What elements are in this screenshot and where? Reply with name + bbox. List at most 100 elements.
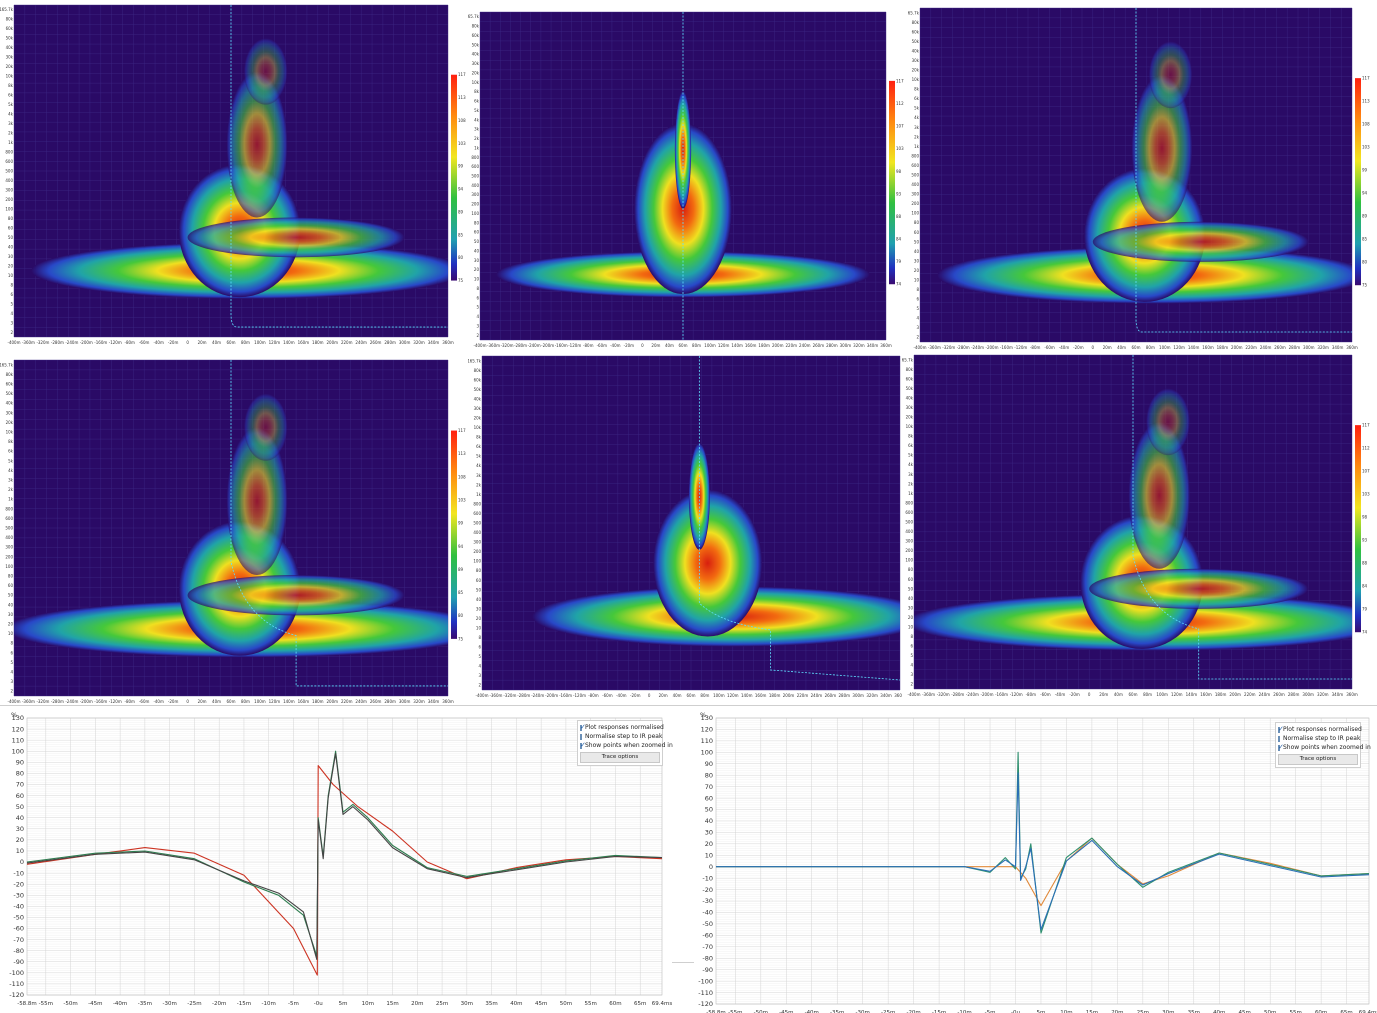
freq-tick-label: 8	[910, 634, 913, 639]
freq-tick-label: 6	[916, 297, 919, 302]
time-trace	[1132, 355, 1352, 680]
time-tick-label: 200m	[327, 699, 339, 704]
freq-tick-label: 50	[476, 587, 482, 592]
y-tick-label: 110	[12, 736, 24, 744]
y-tick-label: -80	[13, 947, 24, 955]
y-tick-label: -110	[698, 989, 713, 997]
freq-tick-label: 4k	[476, 463, 482, 468]
freq-tick-label: 60k	[912, 29, 920, 34]
y-tick-label: -20	[13, 880, 24, 888]
freq-tick-label: 2	[10, 330, 13, 335]
freq-tick-label: 30k	[6, 410, 14, 415]
freq-tick-label: 30k	[474, 406, 482, 411]
show-points-option[interactable]: Show points when zoomed in	[1278, 743, 1371, 752]
time-tick-label: 200m	[1229, 692, 1241, 697]
colorbar-tick-label: 117	[458, 428, 466, 433]
colorbar-tick-label: 112	[1362, 446, 1370, 451]
show-points-option[interactable]: Show points when zoomed in	[580, 741, 673, 750]
freq-tick-label: 600	[473, 511, 481, 516]
grid	[716, 717, 1369, 1005]
colorbar-tick-label: 99	[458, 521, 464, 526]
colorbar-tick-label: 94	[458, 544, 464, 549]
checkbox-checked-icon[interactable]	[1278, 743, 1284, 751]
time-tick-label: -200m	[986, 345, 999, 350]
freq-tick-label: 6k	[914, 96, 920, 101]
step-chart: %1301201101009080706050403020100-10-20-3…	[698, 711, 1377, 1013]
time-tick-label: 300m	[399, 340, 411, 345]
checkbox-unchecked-icon[interactable]	[1278, 735, 1280, 742]
freq-tick-label: 400	[5, 535, 13, 540]
time-tick-label: 40m	[1117, 345, 1126, 350]
freq-tick-label: 80	[8, 216, 14, 221]
y-tick-label: -30	[13, 891, 24, 899]
time-trace	[230, 360, 448, 687]
time-tick-label: -120m	[109, 699, 122, 704]
time-tick-label: -160m	[995, 692, 1008, 697]
y-tick-label: 90	[16, 759, 24, 767]
x-tick-label: -58.8m	[706, 1010, 726, 1013]
y-tick-label: 110	[701, 737, 713, 745]
time-tick-label: 100m	[1159, 345, 1171, 350]
freq-tick-label: 80k	[6, 372, 14, 377]
plot-normalised-option[interactable]: Plot responses normalised	[580, 723, 664, 732]
impulse-chart: %1301201101009080706050403020100-10-20-3…	[9, 711, 672, 1007]
x-tick-label: 55m	[584, 1001, 596, 1007]
freq-tick-label: 30	[8, 612, 14, 617]
freq-tick-label: 300	[5, 545, 13, 550]
x-tick-label: -20m	[212, 1001, 226, 1007]
freq-tick-label: 20k	[472, 70, 480, 75]
freq-tick-label: 600	[471, 164, 479, 169]
x-tick-label: 10m	[1060, 1010, 1072, 1013]
checkbox-unchecked-icon[interactable]	[580, 733, 582, 740]
freq-tick-label: 1k	[474, 145, 480, 150]
freq-tick-label: 2	[910, 682, 913, 687]
freq-tick-label: 60	[8, 583, 14, 588]
x-tick-label: 65m	[634, 1001, 646, 1007]
freq-tick-label: 60k	[472, 33, 480, 38]
freq-tick-label: 3k	[8, 121, 14, 126]
colorbar-tick-label: 88	[1362, 561, 1368, 566]
freq-tick-label: 400	[5, 178, 13, 183]
spectrogram-6: 165.7k 80k 60k 50k 40k 30k 20k 10k 8k 6k 5k 4k 3k 2k 1…	[902, 354, 1370, 697]
freq-tick-label: 500	[473, 521, 481, 526]
trace-options-button[interactable]: Trace options	[1278, 754, 1358, 765]
time-tick-label: 160m	[298, 340, 310, 345]
normalise-step-option[interactable]: Normalise step to IR peak	[580, 732, 662, 741]
x-tick-label: 35m	[485, 1001, 497, 1007]
time-tick-label: 40m	[212, 340, 221, 345]
time-tick-label: -20m	[624, 343, 635, 348]
freq-tick-label: 500	[5, 169, 13, 174]
trace-options-button[interactable]: Trace options	[580, 752, 660, 763]
freq-tick-label: 4k	[908, 462, 914, 467]
freq-tick-label: 5k	[8, 102, 14, 107]
checkbox-checked-icon[interactable]	[1278, 725, 1284, 733]
y-tick-label: 100	[12, 747, 24, 755]
spectrogram-3: 165.7k 80k 60k 50k 40k 30k 20k 10k 8k 6k 5k 4k 3k 2k 1…	[908, 7, 1370, 350]
time-tick-label: 220m	[341, 699, 353, 704]
freq-tick-label: 60k	[6, 26, 14, 31]
freq-tick-label: 60	[908, 577, 914, 582]
time-tick-label: -60m	[139, 699, 150, 704]
x-tick-label: 50m	[560, 1001, 572, 1007]
freq-tick-label: 10	[476, 625, 482, 630]
time-tick-label: 200m	[327, 340, 339, 345]
checkbox-checked-icon[interactable]	[580, 741, 586, 749]
checkbox-checked-icon[interactable]	[580, 723, 586, 731]
freq-tick-label: 3k	[8, 478, 14, 483]
freq-tick-label: 5k	[914, 106, 920, 111]
time-tick-label: 180m	[312, 340, 324, 345]
colorbar-tick-label: 80	[1362, 260, 1368, 265]
plot-normalised-option[interactable]: Plot responses normalised	[1278, 725, 1362, 734]
spectrogram-heat	[31, 38, 448, 299]
x-tick-label: 25m	[1137, 1010, 1149, 1013]
y-tick-label: -120	[9, 991, 24, 999]
freq-tick-label: 2	[478, 683, 481, 688]
time-tick-label: 20m	[651, 343, 660, 348]
spectrogram-heat	[14, 393, 448, 658]
freq-tick-label: 2	[476, 333, 479, 338]
time-tick-label: -40m	[616, 693, 627, 698]
time-tick-label: -120m	[1014, 345, 1027, 350]
freq-tick-label: 3k	[908, 472, 914, 477]
time-tick-label: 320m	[413, 340, 425, 345]
normalise-step-option[interactable]: Normalise step to IR peak	[1278, 734, 1360, 743]
